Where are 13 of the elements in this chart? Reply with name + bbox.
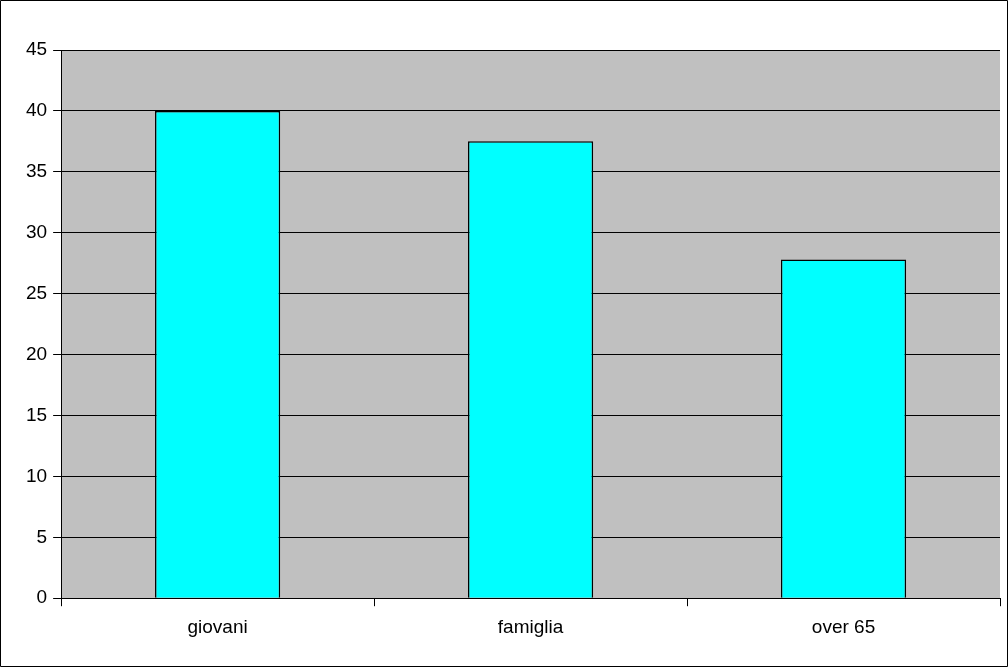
y-tick-label: 5 — [36, 525, 48, 547]
x-tick-label: over 65 — [811, 615, 876, 637]
y-tick-label: 10 — [25, 464, 48, 486]
y-tick-label: 40 — [25, 99, 48, 121]
y-tick-label: 45 — [25, 38, 48, 60]
y-tick-label: 30 — [25, 220, 48, 242]
y-tick-label: 25 — [25, 281, 48, 303]
y-tick-label: 20 — [25, 342, 48, 364]
y-tick-label: 35 — [25, 160, 48, 182]
y-tick-label: 15 — [25, 403, 48, 425]
x-tick-label: famiglia — [497, 615, 564, 637]
y-tick-label: 0 — [36, 586, 48, 608]
x-tick-label: giovani — [187, 615, 248, 637]
